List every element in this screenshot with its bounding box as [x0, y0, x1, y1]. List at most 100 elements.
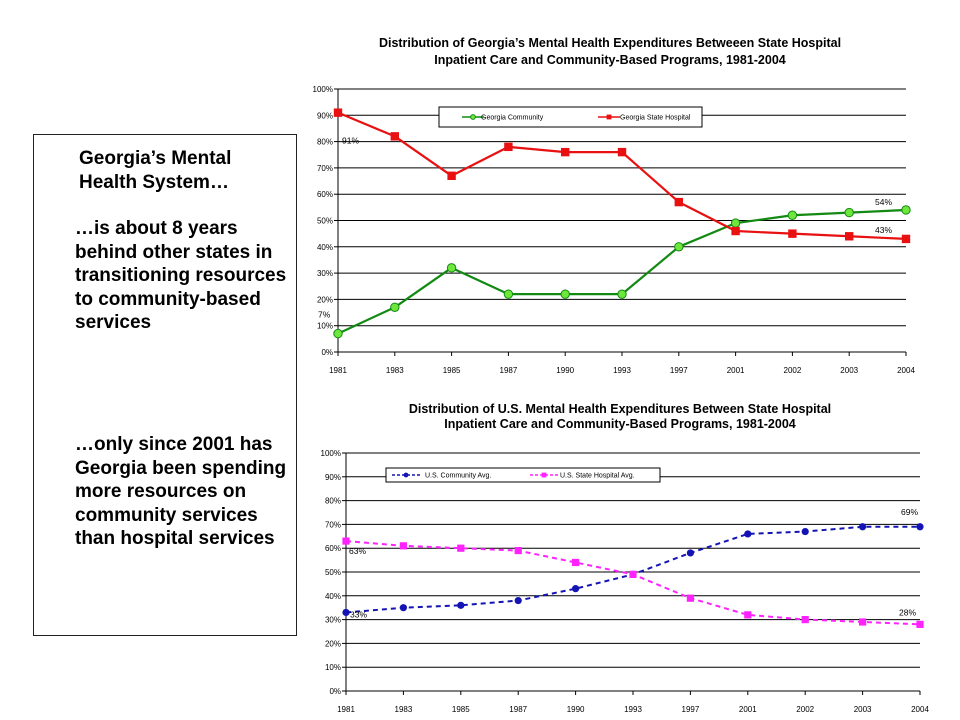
- y-tick-label: 40%: [325, 592, 341, 601]
- legend-label: Georgia Community: [481, 115, 544, 122]
- series-2: [333, 108, 911, 244]
- data-point: [788, 229, 797, 238]
- series-2: [342, 537, 924, 628]
- y-tick-label: 30%: [317, 269, 333, 278]
- y-tick-label: 10%: [317, 322, 333, 331]
- y-tick-label: 30%: [325, 616, 341, 625]
- y-tick-label: 10%: [325, 663, 341, 672]
- data-point: [514, 596, 522, 605]
- data-point: [916, 523, 924, 531]
- x-tick-label: 1997: [682, 705, 700, 714]
- x-tick-label: 2001: [727, 366, 745, 375]
- y-tick-label: 100%: [321, 449, 341, 458]
- y-tick-label: 20%: [317, 295, 333, 304]
- data-point: [801, 616, 809, 624]
- data-point: [333, 108, 343, 117]
- y-tick-label: 50%: [317, 217, 333, 226]
- x-tick-label: 1990: [567, 705, 585, 714]
- x-tick-label: 2004: [897, 366, 915, 375]
- x-tick-label: 1983: [395, 705, 413, 714]
- data-point: [787, 210, 798, 220]
- y-tick-label: 60%: [317, 190, 333, 199]
- data-point: [617, 147, 627, 157]
- data-point: [390, 132, 399, 141]
- y-tick-label: 70%: [317, 164, 333, 173]
- data-point: [686, 549, 695, 557]
- data-label: 69%: [901, 507, 918, 517]
- data-point: [457, 544, 465, 552]
- y-tick-label: 90%: [317, 111, 333, 120]
- x-tick-label: 1981: [329, 366, 347, 375]
- x-tick-label: 1983: [386, 366, 404, 375]
- x-tick-label: 2002: [796, 705, 814, 714]
- legend-marker: [403, 472, 409, 478]
- data-point: [686, 594, 694, 602]
- data-point: [901, 205, 911, 215]
- data-point: [744, 530, 752, 538]
- legend-box: [385, 467, 661, 483]
- data-label: 91%: [342, 136, 359, 146]
- data-point: [446, 263, 457, 273]
- x-tick-label: 1987: [509, 705, 527, 714]
- data-point: [674, 197, 683, 207]
- y-tick-label: 80%: [325, 497, 341, 506]
- data-point: [572, 585, 580, 593]
- series-line: [337, 208, 907, 335]
- x-tick-label: 1997: [670, 366, 688, 375]
- x-tick-label: 1985: [452, 705, 470, 714]
- chart-title-line: Distribution of U.S. Mental Health Expen…: [409, 402, 831, 416]
- y-tick-label: 20%: [325, 639, 341, 648]
- x-tick-label: 2001: [739, 705, 757, 714]
- legend-label: Georgia State Hospital: [620, 115, 691, 122]
- data-point: [560, 289, 570, 299]
- data-point: [342, 537, 350, 545]
- x-tick-label: 1987: [500, 366, 518, 375]
- summary-text-box: Georgia’s Mental Health System… …is abou…: [33, 134, 297, 636]
- legend-marker: [541, 472, 547, 478]
- x-tick-label: 2002: [784, 366, 802, 375]
- data-label: 54%: [875, 197, 892, 207]
- legend-label: U.S. Community Avg.: [425, 473, 491, 480]
- summary-heading: Georgia’s Mental Health System…: [79, 148, 232, 193]
- data-label: 43%: [875, 225, 892, 235]
- georgia-expenditure-chart: Distribution of Georgia’s Mental Health …: [313, 36, 916, 375]
- y-tick-label: 60%: [325, 544, 341, 553]
- data-point: [561, 147, 570, 157]
- y-tick-label: 100%: [313, 85, 333, 94]
- x-tick-label: 1990: [556, 366, 574, 375]
- legend-box: [438, 106, 703, 128]
- data-point: [333, 328, 343, 339]
- data-point: [399, 542, 407, 550]
- data-point: [859, 618, 867, 626]
- us-expenditure-chart: Distribution of U.S. Mental Health Expen…: [321, 402, 930, 714]
- summary-point-2: …only since 2001 has Georgia been spendi…: [75, 434, 287, 550]
- data-point: [457, 601, 465, 609]
- data-point: [801, 527, 809, 536]
- chart-title-line: Distribution of Georgia’s Mental Health …: [379, 36, 841, 50]
- data-point: [447, 171, 456, 180]
- y-tick-label: 50%: [325, 568, 341, 577]
- x-tick-label: 1985: [443, 366, 461, 375]
- data-point: [744, 611, 752, 619]
- data-point: [901, 234, 911, 244]
- chart-legend: Georgia Community Georgia State Hospital: [438, 106, 703, 128]
- x-tick-label: 1993: [613, 366, 631, 375]
- y-tick-label: 90%: [325, 473, 341, 482]
- data-point: [731, 226, 740, 236]
- data-point: [572, 558, 580, 567]
- y-tick-label: 80%: [317, 138, 333, 147]
- data-point: [390, 302, 400, 312]
- y-tick-label: 70%: [325, 520, 341, 529]
- x-tick-label: 2004: [911, 705, 929, 714]
- data-point: [730, 218, 741, 228]
- chart-legend: U.S. Community Avg. U.S. State Hospital A…: [385, 467, 661, 483]
- chart-title-line: Inpatient Care and Community-Based Progr…: [434, 53, 786, 67]
- data-point: [504, 142, 513, 152]
- data-point: [503, 289, 514, 299]
- data-point: [399, 604, 407, 612]
- data-point: [859, 523, 867, 531]
- series-line: [337, 111, 907, 241]
- legend-label: U.S. State Hospital Avg.: [560, 473, 635, 480]
- x-tick-label: 1993: [624, 705, 642, 714]
- legend-marker: [606, 114, 612, 120]
